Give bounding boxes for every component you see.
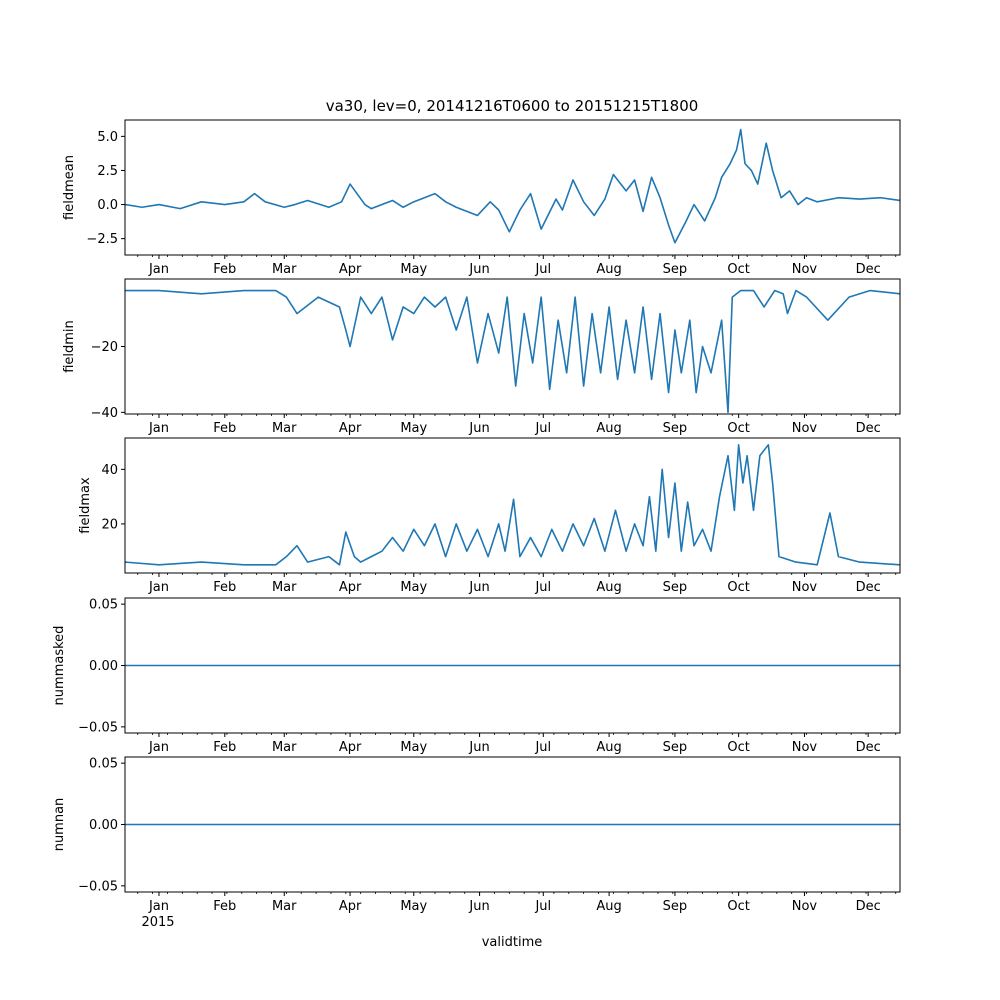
x-tick-label: Nov	[792, 580, 818, 595]
y-tick-label: 0.05	[89, 757, 118, 772]
x-tick-label: Sep	[663, 899, 688, 914]
x-tick-label: Oct	[727, 899, 749, 914]
x-tick-label: Sep	[663, 740, 688, 755]
y-axis-label: fieldmax	[78, 477, 93, 534]
x-tick-label: Mar	[272, 740, 297, 755]
x-tick-label: Apr	[339, 740, 362, 755]
x-tick-label: Jun	[468, 421, 489, 436]
x-tick-label: May	[400, 740, 427, 755]
x-tick-label: Oct	[727, 262, 749, 277]
x-tick-label: Aug	[596, 740, 621, 755]
x-tick-label: Dec	[856, 262, 881, 277]
x-tick-label: Sep	[663, 421, 688, 436]
x-tick-label: May	[400, 580, 427, 595]
y-tick-label: 0.00	[89, 659, 118, 674]
x-tick-label: Jul	[534, 421, 551, 436]
y-tick-label: 0.05	[89, 598, 118, 613]
x-tick-label: Jun	[468, 262, 489, 277]
y-tick-label: −2.5	[86, 232, 118, 247]
series-line-fieldmax	[124, 444, 901, 566]
x-tick-label: Oct	[727, 580, 749, 595]
x-tick-label: Oct	[727, 421, 749, 436]
panels: −2.5 0.0 2.5 5.0 fieldmean Jan Feb Mar Apr May Jun…	[52, 119, 901, 914]
y-tick-label: −0.05	[78, 720, 118, 735]
x-tick-label: Aug	[596, 262, 621, 277]
y-tick-label: 0.00	[89, 818, 118, 833]
y-tick-label: 20	[101, 517, 118, 532]
x-tick-label: Aug	[596, 899, 621, 914]
x-tick-label: Jul	[534, 740, 551, 755]
x-tick-label: Dec	[856, 421, 881, 436]
x-tick-label: Apr	[339, 580, 362, 595]
y-axis-label: fieldmin	[62, 320, 77, 373]
x-tick-label: Feb	[213, 262, 236, 277]
y-tick-label: 40	[101, 463, 118, 478]
x-tick-label: Oct	[727, 740, 749, 755]
panel-fieldmax: 20 40 fieldmax Jan Feb Mar Apr May Jun Jul Aug Sep O…	[78, 437, 901, 595]
x-tick-label: May	[400, 421, 427, 436]
y-axis-label: numnan	[52, 798, 67, 852]
x-tick-label: Feb	[213, 421, 236, 436]
y-tick-label: −40	[91, 406, 118, 421]
x-tick-label: Jul	[534, 899, 551, 914]
panel-fieldmean: −2.5 0.0 2.5 5.0 fieldmean Jan Feb Mar Apr May Jun…	[62, 119, 901, 277]
x-tick-label: Mar	[272, 421, 297, 436]
x-year-label: 2015	[141, 915, 174, 930]
y-tick-label: 2.5	[97, 164, 118, 179]
panel-nummasked: −0.05 0.00 0.05 nummasked Jan Feb Mar Apr May Jun…	[52, 597, 901, 755]
series-line-fieldmean	[124, 128, 901, 244]
series-line-fieldmin	[125, 289, 901, 414]
y-tick-label: 0.0	[97, 198, 118, 213]
y-axis-label: fieldmean	[62, 155, 77, 220]
x-tick-label: Apr	[339, 262, 362, 277]
y-tick-label: −0.05	[78, 879, 118, 894]
x-tick-label: Mar	[272, 899, 297, 914]
y-tick-label: −20	[91, 340, 118, 355]
x-tick-label: Jan	[148, 421, 169, 436]
x-tick-label: Apr	[339, 421, 362, 436]
x-tick-label: Jan	[148, 740, 169, 755]
plot-frame	[124, 119, 901, 256]
x-tick-label: Aug	[596, 421, 621, 436]
y-tick-label: 5.0	[97, 130, 118, 145]
x-tick-label: Jan	[148, 580, 169, 595]
x-tick-label: Nov	[792, 899, 818, 914]
x-tick-label: Jan	[148, 899, 169, 914]
x-tick-label: Feb	[213, 899, 236, 914]
x-tick-label: May	[400, 262, 427, 277]
x-tick-label: Jul	[534, 580, 551, 595]
x-tick-label: Sep	[663, 580, 688, 595]
chart-title: va30, lev=0, 20141216T0600 to 20151215T1…	[326, 97, 699, 115]
x-tick-label: Mar	[272, 262, 297, 277]
x-tick-label: Nov	[792, 421, 818, 436]
x-tick-label: Dec	[856, 899, 881, 914]
x-tick-label: Dec	[856, 580, 881, 595]
x-tick-label: Jul	[534, 262, 551, 277]
x-tick-label: Sep	[663, 262, 688, 277]
x-tick-label: Feb	[213, 740, 236, 755]
panel-fieldmin: −40 −20 fieldmin Jan Feb Mar Apr May Jun Jul Aug Se…	[62, 278, 901, 436]
x-tick-label: Apr	[339, 899, 362, 914]
x-tick-label: Feb	[213, 580, 236, 595]
x-tick-label: Nov	[792, 740, 818, 755]
panel-numnan: −0.05 0.00 0.05 numnan Jan Feb Mar Apr May Jun Jul…	[52, 756, 901, 914]
x-tick-label: Jun	[468, 899, 489, 914]
x-tick-label: Dec	[856, 740, 881, 755]
plot-frame	[124, 437, 901, 574]
x-axis-label: validtime	[482, 935, 543, 950]
x-tick-label: Aug	[596, 580, 621, 595]
x-tick-label: Jun	[468, 740, 489, 755]
x-tick-label: Jun	[468, 580, 489, 595]
x-tick-label: Mar	[272, 580, 297, 595]
x-tick-label: May	[400, 899, 427, 914]
x-tick-label: Jan	[148, 262, 169, 277]
x-tick-label: Nov	[792, 262, 818, 277]
y-axis-label: nummasked	[52, 626, 67, 706]
